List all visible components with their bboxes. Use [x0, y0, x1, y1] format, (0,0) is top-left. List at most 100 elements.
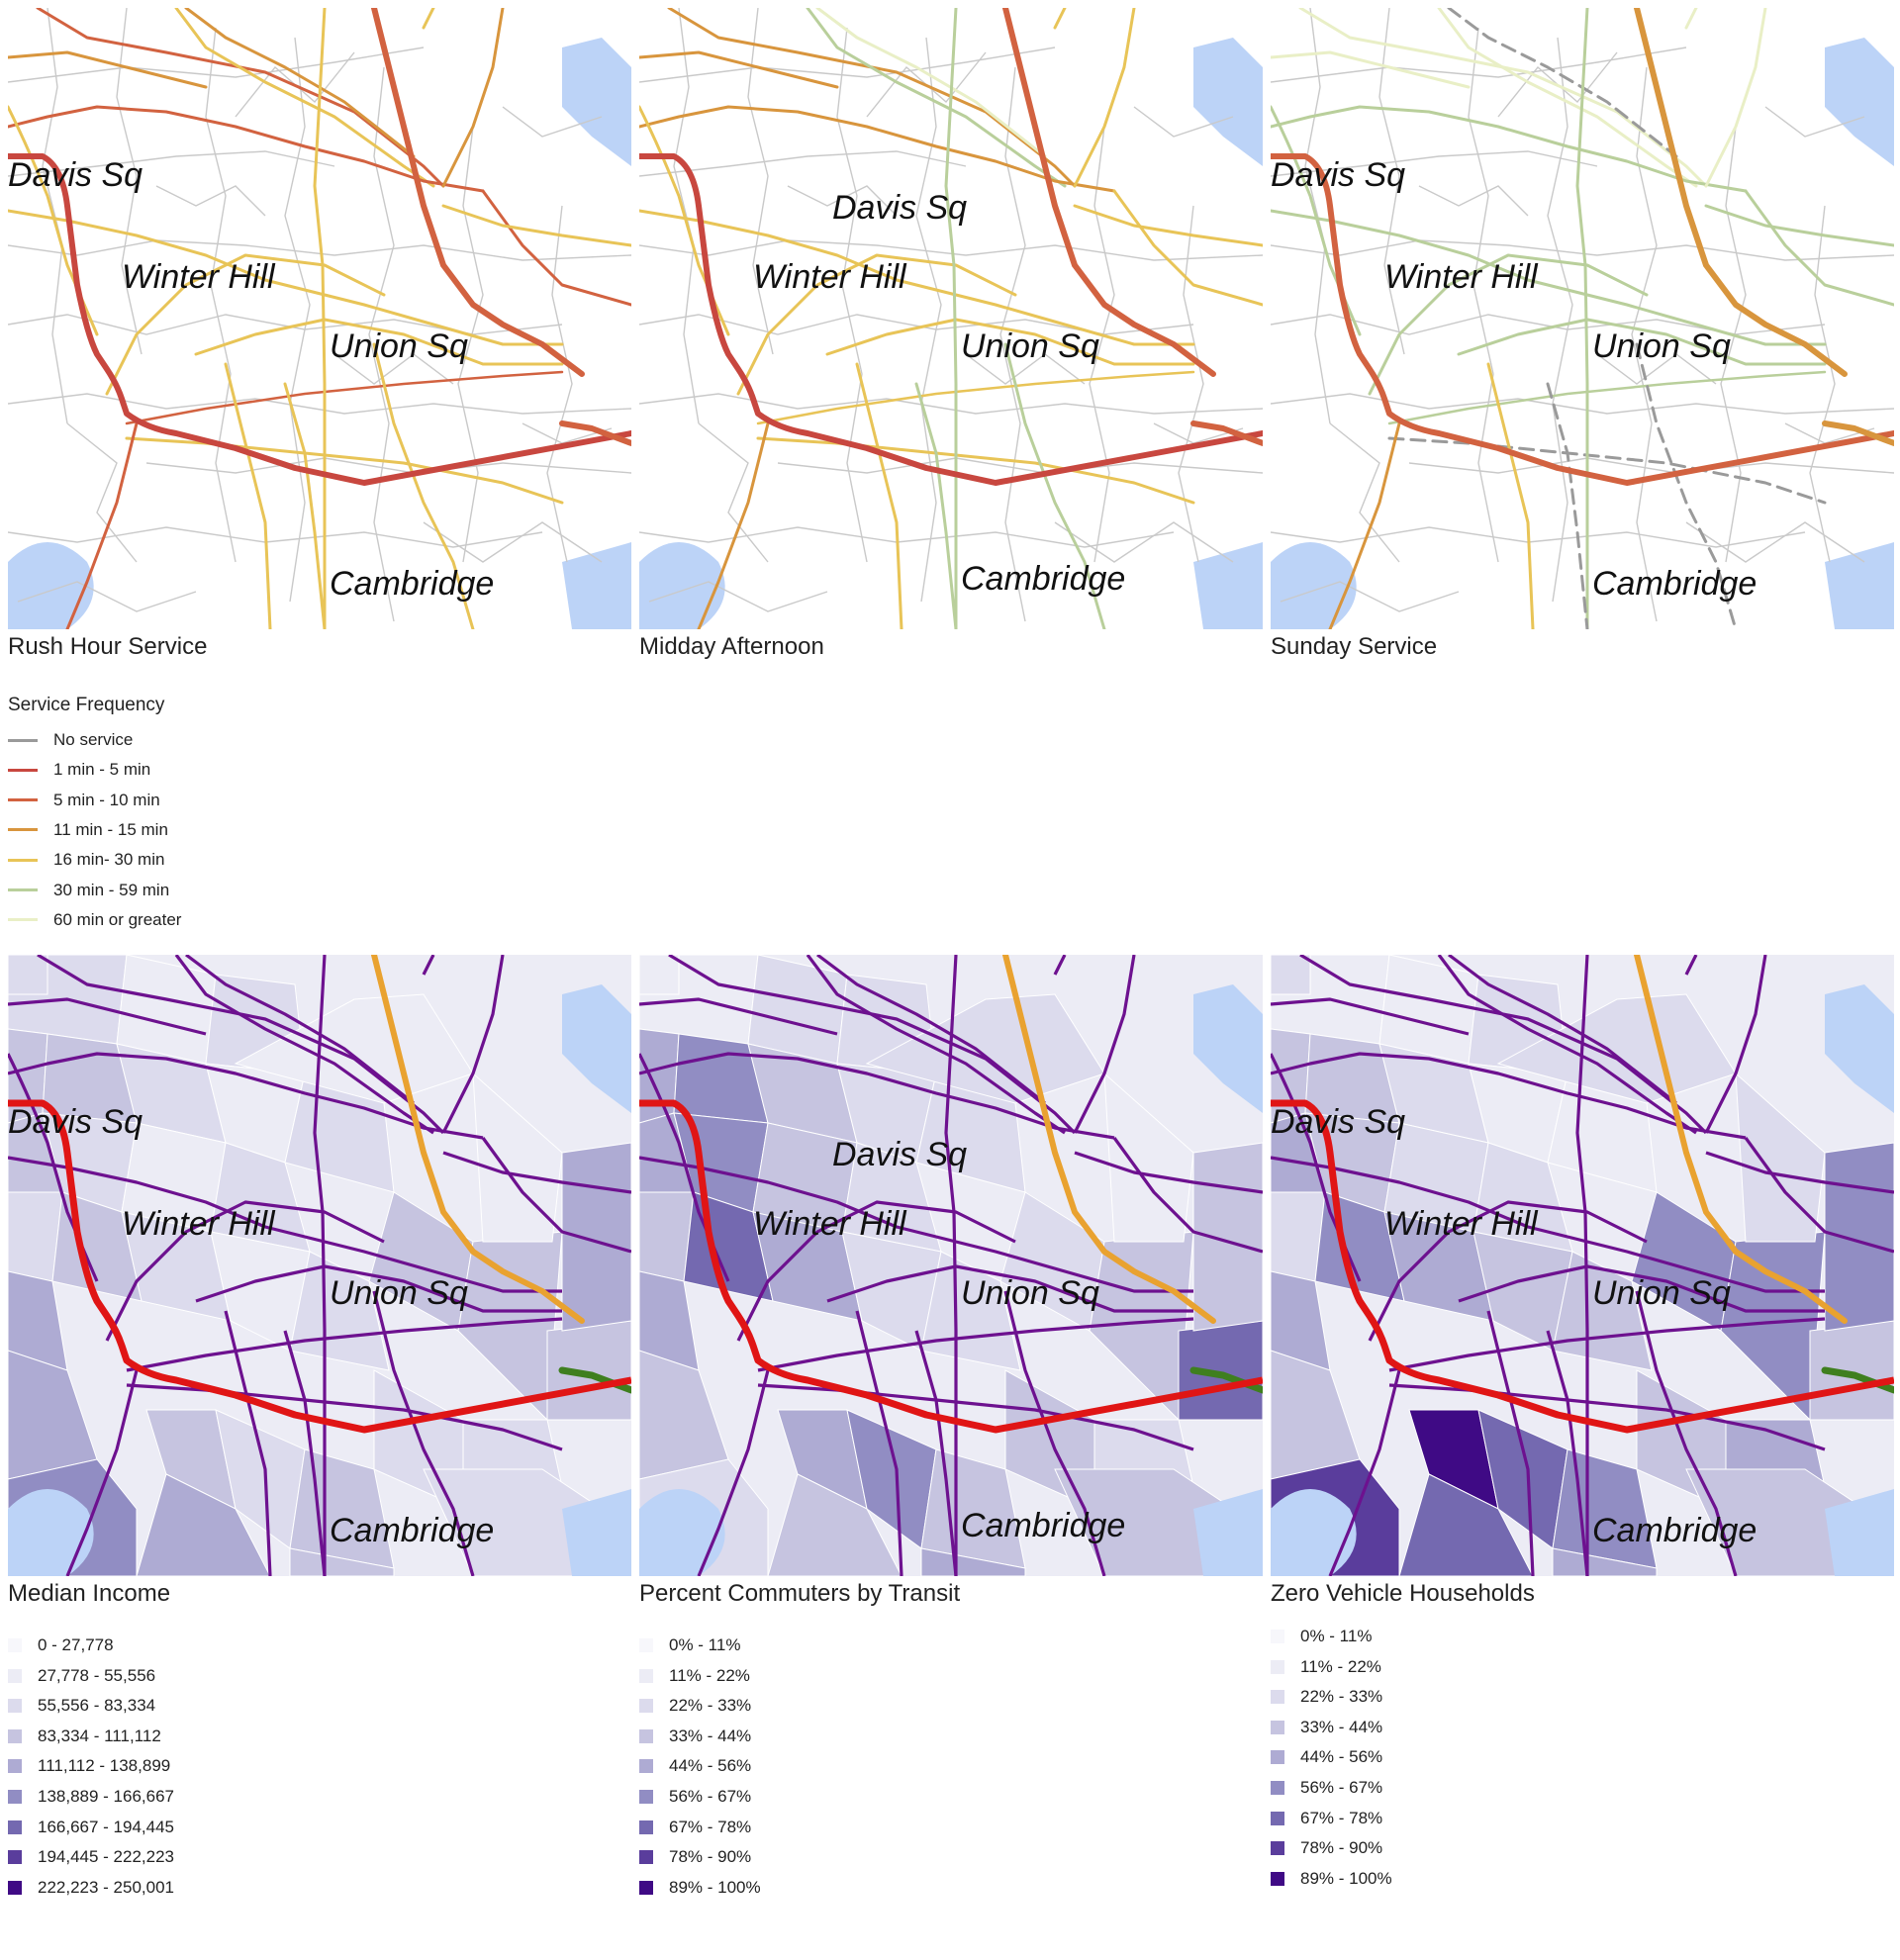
census-tract: [1735, 1072, 1826, 1243]
zero-vehicle-legend-label: 67% - 78%: [1300, 1808, 1383, 1827]
zero-vehicle-legend-label: 44% - 56%: [1300, 1747, 1383, 1767]
legend-line-swatch: [8, 888, 38, 891]
transit-routes: [8, 8, 631, 629]
transit-routes: [8, 955, 631, 1576]
commuters-legend-item: 78% - 90%: [639, 1845, 751, 1869]
street: [1271, 47, 1687, 83]
bus-route: [1003, 1290, 1106, 1576]
street: [1271, 150, 1598, 177]
income-legend-label: 166,667 - 194,445: [38, 1817, 175, 1836]
bus-route: [442, 1151, 631, 1194]
street: [502, 106, 603, 138]
bus-route: [1271, 1156, 1825, 1293]
map-canvas: Davis Sq Winter Hill Union Sq Cambridge: [8, 8, 631, 629]
bus-route: [1073, 955, 1136, 1134]
water-body: [562, 1489, 631, 1576]
street: [1329, 422, 1400, 563]
water-body: [562, 38, 631, 166]
cambridge-label: Cambridge: [961, 560, 1125, 598]
bus-route: [815, 8, 1047, 158]
map-canvas: Davis Sq Winter Hill Union Sq Cambridge: [1271, 955, 1894, 1576]
income-legend-label: 0 - 27,778: [38, 1635, 114, 1654]
green-line: [1190, 420, 1263, 446]
street: [777, 457, 1263, 474]
legend-color-swatch: [8, 1850, 22, 1865]
street: [999, 66, 1026, 622]
bus-route: [224, 362, 272, 629]
bus-route: [1271, 105, 1362, 336]
bus-route: [1635, 1290, 1738, 1576]
bus-route: [1458, 1264, 1825, 1313]
bus-route: [1457, 318, 1827, 366]
income-legend-label: 111,112 - 138,899: [38, 1756, 171, 1776]
street: [1408, 457, 1894, 474]
transit-routes: [639, 955, 1263, 1576]
commuters-legend-item: 89% - 100%: [639, 1876, 761, 1900]
street: [1378, 8, 1405, 355]
commuters-legend-item: 33% - 44%: [639, 1725, 751, 1748]
legend-color-swatch: [8, 1880, 22, 1895]
water-body: [8, 542, 94, 629]
davis-sq-label: Davis Sq: [8, 1103, 142, 1141]
income-legend-item: 222,223 - 250,001: [8, 1876, 174, 1900]
transit-routes: [1271, 955, 1894, 1576]
census-tract: [1271, 955, 1311, 995]
bus-route: [1328, 421, 1401, 629]
legend-color-swatch: [639, 1759, 653, 1774]
street: [639, 47, 1056, 83]
frequency-legend-item: 16 min- 30 min: [8, 848, 164, 872]
income-legend-label: 55,556 - 83,334: [38, 1696, 156, 1716]
street: [1089, 126, 1115, 563]
census-tract: [1103, 1072, 1194, 1243]
bus-route: [756, 370, 1195, 425]
water-body: [639, 542, 725, 629]
zero-vehicle-legend-item: 56% - 67%: [1271, 1776, 1382, 1800]
census-tract: [920, 1547, 1026, 1576]
bus-route: [1447, 8, 1678, 158]
water-body: [1193, 1489, 1263, 1576]
street: [8, 239, 631, 261]
street: [66, 422, 138, 563]
bus-route: [1437, 8, 1698, 188]
bus-route: [1704, 8, 1767, 188]
bus-route: [639, 997, 838, 1036]
bus-route: [37, 955, 445, 1135]
cambridge-label: Cambridge: [330, 1512, 494, 1549]
commuters-legend-item: 56% - 67%: [639, 1785, 751, 1809]
frequency-legend-label: 5 min - 10 min: [53, 790, 160, 809]
bus-route: [65, 1369, 139, 1576]
income-legend-item: 83,334 - 111,112: [8, 1725, 161, 1748]
bus-route: [697, 421, 770, 629]
bus-route: [1704, 955, 1767, 1134]
map-canvas: Davis Sq Winter Hill Union Sq Cambridge: [639, 8, 1263, 629]
frequency-legend-item: 60 min or greater: [8, 908, 181, 932]
income-legend-item: 166,667 - 194,445: [8, 1816, 174, 1839]
bus-route: [8, 105, 485, 193]
red-line: [8, 153, 631, 486]
bus-route: [36, 8, 445, 188]
census-tract: [234, 993, 474, 1104]
street: [116, 8, 142, 355]
bus-route: [313, 955, 327, 1576]
union-sq-label: Union Sq: [330, 327, 468, 365]
zero-vehicle-legend-label: 11% - 22%: [1300, 1656, 1381, 1676]
water-body: [1825, 542, 1894, 629]
legend-color-swatch: [1271, 1781, 1284, 1795]
street: [8, 150, 335, 177]
street: [836, 27, 868, 563]
zero-vehicle-legend-item: 89% - 100%: [1271, 1867, 1392, 1891]
legend-line-swatch: [8, 828, 38, 832]
water-body: [1271, 1489, 1357, 1576]
davis-sq-label: Davis Sq: [1271, 1103, 1405, 1141]
commuters-legend-item: 0% - 11%: [639, 1633, 740, 1657]
bus-route: [283, 1330, 327, 1576]
census-tract: [561, 1142, 631, 1332]
frequency-legend-label: 30 min - 59 min: [53, 880, 170, 899]
street: [1133, 106, 1234, 138]
bus-route: [1073, 204, 1263, 247]
street: [639, 150, 967, 177]
bus-route: [372, 1290, 475, 1576]
bus-route: [125, 436, 564, 505]
orange-line: [1002, 955, 1216, 1324]
legend-color-swatch: [8, 1668, 22, 1683]
